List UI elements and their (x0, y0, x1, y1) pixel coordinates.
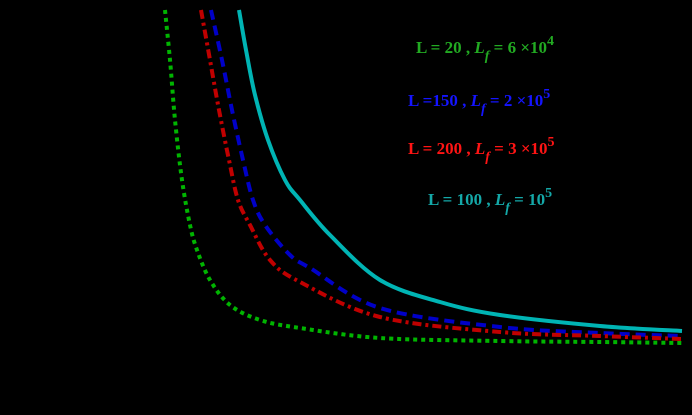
curve-blue-dashed (209, 9, 683, 338)
legend-entry-green: L = 20 , Lf = 6 ×104 (416, 34, 554, 65)
legend-lf-symbol: L (474, 38, 485, 57)
legend-lf-value: = 6 ×10 (493, 38, 548, 57)
legend-exponent: 5 (543, 87, 551, 102)
legend-lf-subscript: f (505, 201, 510, 216)
legend-lf-subscript: f (480, 102, 486, 117)
curve-green-dotted (163, 9, 683, 345)
legend-lf-subscript: f (485, 150, 490, 165)
legend-lf-subscript: f (484, 49, 490, 64)
legend-l-value: L =150 , (408, 91, 467, 110)
legend-l-value: L = 100 , (428, 190, 491, 209)
legend-exponent: 5 (547, 135, 555, 150)
legend-lf-symbol: L (494, 190, 506, 209)
legend-lf-symbol: L (470, 91, 481, 110)
curve-cyan-solid (237, 9, 683, 333)
legend-lf-value: = 2 ×10 (489, 91, 544, 110)
legend-entry-blue: L =150 , Lf = 2 ×105 (408, 87, 550, 118)
legend-lf-value: = 10 (514, 190, 546, 209)
legend-l-value: L = 20 , (416, 38, 471, 57)
curve-red-dashdot (199, 9, 683, 341)
legend-entry-red: L = 200 , Lf = 3 ×105 (408, 135, 555, 166)
legend-lf-value: = 3 ×10 (494, 139, 548, 158)
legend-entry-cyan: L = 100 , Lf = 105 (428, 186, 552, 217)
legend-exponent: 4 (547, 34, 555, 49)
legend-lf-symbol: L (474, 139, 486, 158)
legend-exponent: 5 (545, 186, 553, 201)
legend-l-value: L = 200 , (408, 139, 471, 158)
